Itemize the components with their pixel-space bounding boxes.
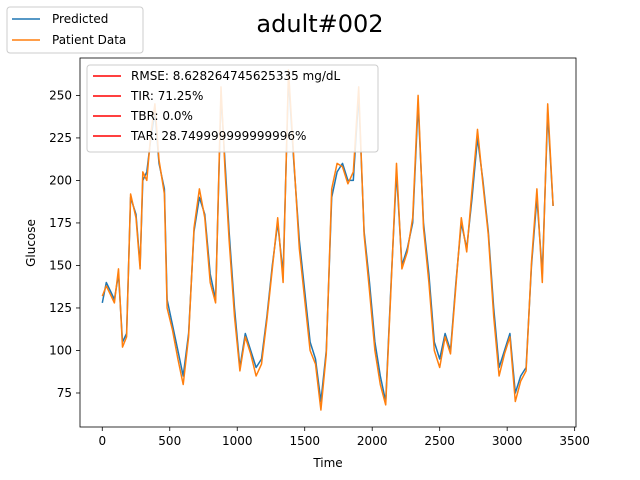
x-tick-label: 1000 bbox=[222, 434, 253, 448]
y-tick-label: 225 bbox=[49, 131, 72, 145]
y-tick-label: 150 bbox=[49, 258, 72, 272]
y-tick-label: 175 bbox=[49, 216, 72, 230]
x-axis-label: Time bbox=[312, 456, 342, 470]
metrics-legend-label: TBR: 0.0% bbox=[130, 109, 193, 123]
x-tick-label: 3500 bbox=[559, 434, 590, 448]
series-legend-label: Patient Data bbox=[52, 33, 126, 47]
y-tick-label: 200 bbox=[49, 173, 72, 187]
metrics-legend-label: RMSE: 8.628264745625335 mg/dL bbox=[131, 69, 341, 83]
x-tick-label: 3000 bbox=[492, 434, 523, 448]
series-legend-box bbox=[6, 6, 144, 54]
y-tick-label: 250 bbox=[49, 88, 72, 102]
x-tick-label: 500 bbox=[158, 434, 181, 448]
y-axis-label: Glucose bbox=[24, 219, 38, 267]
plot-area: 0 500 1000 1500 2000 2500 3000 3500 75 100 125 150 1… bbox=[6, 6, 590, 448]
x-tick-label: 2500 bbox=[424, 434, 455, 448]
x-tick-label: 1500 bbox=[289, 434, 320, 448]
series-legend-label: Predicted bbox=[52, 12, 108, 26]
chart-title: adult#002 bbox=[256, 10, 383, 38]
x-tick-label: 2000 bbox=[357, 434, 388, 448]
metrics-legend-label: TAR: 28.749999999999996% bbox=[130, 129, 306, 143]
y-tick-label: 125 bbox=[49, 301, 72, 315]
x-tick-label: 0 bbox=[98, 434, 106, 448]
y-tick-label: 75 bbox=[57, 386, 72, 400]
metrics-legend-label: TIR: 71.25% bbox=[130, 89, 203, 103]
y-tick-label: 100 bbox=[49, 343, 72, 357]
series-line-patient-data bbox=[101, 69, 554, 411]
axes-frame bbox=[79, 57, 577, 428]
metrics-legend-box bbox=[86, 64, 379, 153]
